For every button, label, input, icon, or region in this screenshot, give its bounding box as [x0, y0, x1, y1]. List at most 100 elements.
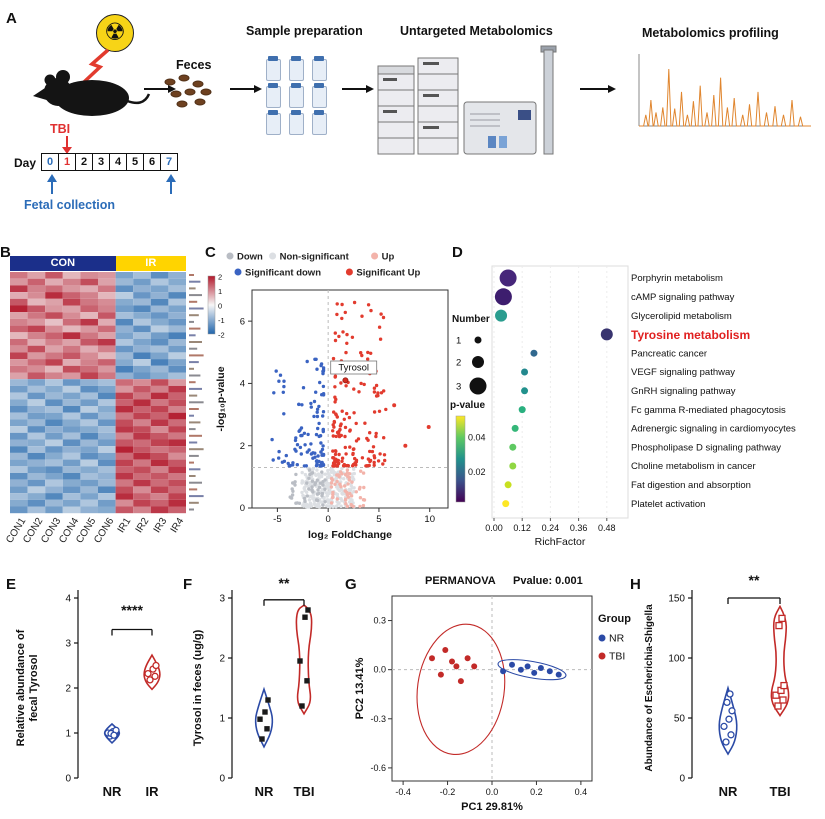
column-tower: [543, 49, 554, 155]
x-axis-label: RichFactor: [535, 536, 586, 548]
day-cell: 0: [41, 153, 59, 171]
svg-text:0: 0: [679, 774, 685, 785]
vial-cap: [291, 83, 301, 88]
group-ellipse: [416, 623, 506, 755]
flow-arrow-icon: [144, 84, 176, 93]
panel-label-c: C: [205, 244, 216, 261]
group-label: NR: [719, 784, 738, 799]
tbi-arrow-icon: [62, 136, 72, 154]
violin-shape: [718, 685, 738, 756]
group-con-header: CON: [10, 256, 116, 271]
y-axis-label: -log₁₀p-value: [215, 366, 227, 431]
vial-icon: [266, 56, 281, 81]
flow-arrow-icon: [230, 84, 262, 93]
sample-point: [537, 665, 544, 671]
instruments-illustration: [377, 45, 557, 155]
heatmap-group-header: CON IR: [10, 256, 186, 271]
svg-text:1: 1: [456, 336, 461, 347]
group-ir-header: IR: [115, 256, 186, 271]
data-point: [780, 681, 788, 690]
data-point: [297, 658, 303, 664]
pathway-label: Porphyrin metabolism: [631, 273, 723, 284]
legend-label: Non-significant: [280, 252, 350, 263]
legend-dot: [345, 268, 353, 276]
pathway-label: Fc gamma R-mediated phagocytosis: [631, 405, 786, 416]
svg-text:2: 2: [218, 273, 222, 282]
svg-text:4: 4: [240, 379, 245, 390]
svg-text:0.12: 0.12: [513, 523, 531, 533]
untargeted-metabolomics-title: Untargeted Metabolomics: [400, 24, 553, 38]
y-axis-label: fecal Tyrosol: [28, 654, 40, 721]
vial-cap: [314, 83, 324, 88]
group-label: IR: [146, 784, 160, 799]
radiation-icon: ☢: [96, 14, 134, 52]
svg-text:0: 0: [326, 514, 331, 525]
pathway-bubble: [518, 406, 526, 414]
row-label-marks: [189, 274, 204, 511]
svg-text:2: 2: [65, 684, 71, 695]
flow-arrow-icon: [580, 84, 616, 93]
legend-dot: [226, 252, 234, 260]
legend-dot: [269, 252, 277, 260]
day-cell: 3: [92, 153, 110, 171]
x-axis-label: PC1 29.81%: [461, 801, 523, 813]
vial-icon: [289, 56, 304, 81]
vial-icon: [312, 83, 327, 108]
data-point: [774, 702, 782, 710]
data-point: [257, 716, 263, 722]
data-point: [265, 697, 271, 703]
y-axis-label: PC2 13.41%: [354, 657, 366, 719]
vial-icon: [289, 110, 304, 135]
data-point: [775, 621, 783, 630]
pathway-label: cAMP signaling pathway: [631, 292, 735, 303]
sample-point: [509, 661, 515, 668]
legend-label: Up: [382, 252, 395, 263]
panel-label-d: D: [452, 244, 463, 261]
data-point: [110, 731, 118, 739]
data-point: [772, 691, 780, 699]
svg-text:-5: -5: [273, 514, 281, 525]
legend-label: Significant Up: [356, 268, 420, 279]
pathway-label: VEGF signaling pathway: [631, 367, 735, 378]
flow-arrow-icon: [342, 84, 374, 93]
mass-spec-screen: [518, 110, 531, 120]
pathway-label: Platelet activation: [631, 499, 705, 510]
svg-text:1: 1: [65, 729, 71, 740]
vial-cap: [291, 110, 301, 115]
vial-cap: [268, 83, 278, 88]
y-axis-label: Abundance of Escherichia-Shigella: [644, 604, 655, 772]
group-ellipse: [497, 659, 567, 681]
svg-text:0: 0: [219, 774, 225, 785]
svg-text:0.3: 0.3: [373, 616, 386, 626]
violin-shape: [770, 604, 790, 718]
vial-icon: [289, 83, 304, 108]
pathway-label: Tyrosine metabolism: [631, 328, 750, 342]
pathway-label: Adrenergic signaling in cardiomyocytes: [631, 424, 796, 435]
legend-dot: [234, 268, 242, 276]
svg-text:150: 150: [668, 594, 685, 605]
svg-text:-1: -1: [218, 316, 225, 325]
svg-text:3: 3: [456, 382, 461, 393]
svg-text:2: 2: [456, 358, 461, 369]
solvent-bottle: [488, 136, 496, 148]
mouse-illustration: [33, 70, 151, 116]
mouse-snout: [33, 86, 50, 101]
legend-label: TBI: [609, 651, 625, 663]
panel-label-h: H: [630, 576, 641, 593]
pathway-label: Choline metabolism in cancer: [631, 461, 756, 472]
svg-text:0.0: 0.0: [486, 787, 499, 797]
day-cell: 6: [143, 153, 161, 171]
legend-label: Significant down: [245, 268, 321, 279]
svg-text:3: 3: [65, 639, 71, 650]
sample-preparation-title: Sample preparation: [246, 24, 363, 38]
legend-label: NR: [609, 633, 625, 645]
sample-point: [546, 668, 553, 675]
number-legend-dot: [469, 377, 487, 395]
data-point: [146, 676, 154, 684]
number-legend-title: Number: [452, 314, 490, 325]
group-label: NR: [255, 784, 274, 799]
svg-text:-0.4: -0.4: [395, 787, 411, 797]
svg-text:-2: -2: [218, 331, 225, 340]
